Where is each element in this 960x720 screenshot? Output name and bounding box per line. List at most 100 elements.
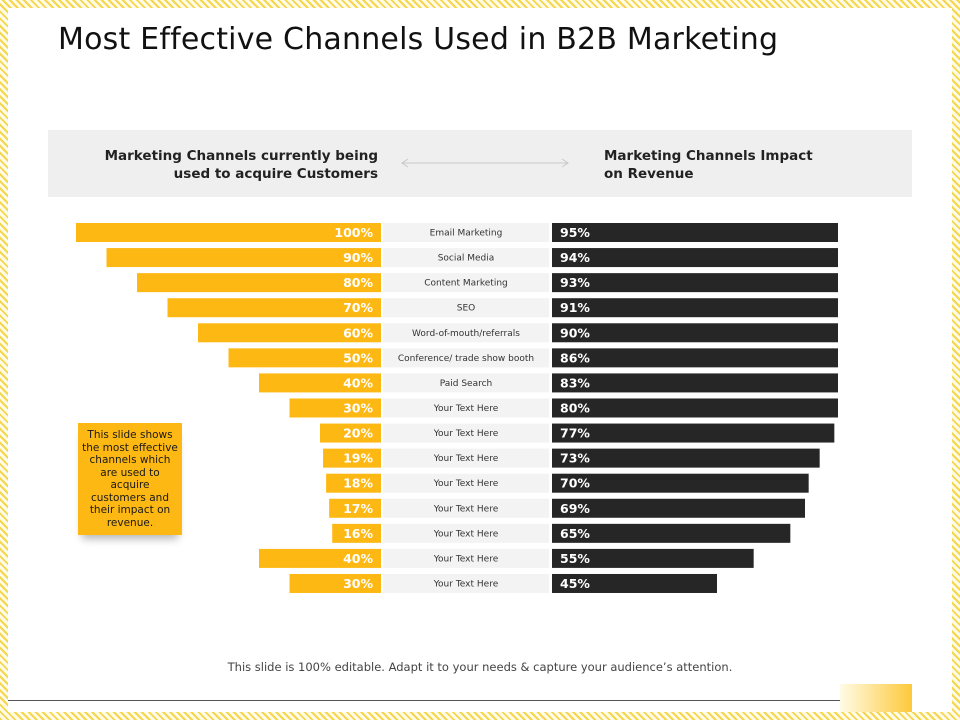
acquire-bar [323,448,381,468]
acquire-value-label: 60% [343,325,373,340]
category-label: Your Text Here [433,454,499,464]
category-label: Paid Search [440,379,493,389]
category-label: Content Marketing [424,279,508,289]
revenue-value-label: 93% [560,275,590,290]
category-label: Word-of-mouth/referrals [412,329,520,339]
acquire-bar [259,548,381,568]
acquire-value-label: 30% [343,576,373,591]
acquire-value-label: 80% [343,275,373,290]
category-cell [383,373,549,393]
revenue-bar [552,573,717,593]
footer-divider [8,700,840,701]
category-label: Your Text Here [433,479,499,489]
acquire-value-label: 20% [343,426,373,441]
revenue-bar [552,423,835,443]
revenue-value-label: 91% [560,300,590,315]
footer-text: This slide is 100% editable. Adapt it to… [227,660,733,674]
category-label: Your Text Here [433,554,499,564]
acquire-bar [167,298,381,318]
footer-accent [840,684,912,712]
category-label: Conference/ trade show booth [398,354,534,364]
acquire-header-line-2: used to acquire Customers [173,166,378,182]
revenue-value-label: 94% [560,250,590,265]
revenue-value-label: 69% [560,501,590,516]
revenue-bar [552,273,838,293]
acquire-bar [320,423,381,443]
category-label: Your Text Here [433,429,499,439]
category-label: Email Marketing [430,229,503,239]
category-cell [383,448,549,468]
revenue-value-label: 73% [560,451,590,466]
acquire-bar [289,398,381,418]
revenue-value-label: 45% [560,576,590,591]
acquire-value-label: 18% [343,476,373,491]
revenue-bar [552,248,838,268]
revenue-bar [552,523,791,543]
acquire-value-label: 17% [343,501,373,516]
acquire-value-label: 100% [334,225,373,240]
revenue-bar [552,223,838,242]
acquire-bar [326,473,381,493]
category-label: Your Text Here [433,504,499,514]
revenue-value-label: 80% [560,400,590,415]
acquire-value-label: 50% [343,350,373,365]
slide: Most Effective Channels Used in B2B Mark… [8,8,952,712]
slide-title: Most Effective Channels Used in B2B Mark… [58,22,779,57]
revenue-value-label: 86% [560,350,590,365]
revenue-bar [552,473,809,493]
acquire-bar [228,348,381,368]
revenue-value-label: 95% [560,225,590,240]
revenue-bar [552,373,838,393]
acquire-bar [289,573,381,593]
acquire-header-line-1: Marketing Channels currently being [104,148,378,164]
category-cell [383,548,549,568]
category-cell [383,573,549,593]
acquire-value-label: 19% [343,451,373,466]
category-label: Your Text Here [433,404,499,414]
acquire-value-label: 16% [343,526,373,541]
acquire-column-header: Marketing Channels currently being used … [88,147,378,183]
revenue-value-label: 55% [560,551,590,566]
acquire-value-label: 70% [343,300,373,315]
revenue-value-label: 65% [560,526,590,541]
acquire-bar [76,223,381,242]
category-cell [383,273,549,293]
acquire-bar [332,523,381,543]
acquire-value-label: 40% [343,551,373,566]
category-label: Your Text Here [433,579,499,589]
revenue-value-label: 90% [560,325,590,340]
category-label: Your Text Here [433,529,499,539]
acquire-value-label: 30% [343,400,373,415]
category-cell [383,248,549,268]
revenue-column-header: Marketing Channels Impact on Revenue [604,147,844,183]
category-label: SEO [457,304,475,314]
category-cell [383,423,549,443]
revenue-bar [552,498,805,518]
revenue-bar [552,448,820,468]
note-text: This slide shows the most effective chan… [82,429,178,529]
acquire-bar [329,498,381,518]
category-cell [383,348,549,368]
acquire-value-label: 90% [343,250,373,265]
category-cell [383,323,549,343]
category-label: Social Media [438,254,495,264]
revenue-value-label: 77% [560,426,590,441]
acquire-bar [106,248,381,268]
double-arrow-icon [401,158,569,168]
revenue-bar [552,398,838,418]
revenue-header-line-1: Marketing Channels Impact [604,148,813,164]
category-cell [383,398,549,418]
acquire-bar [137,273,381,293]
revenue-header-line-2: on Revenue [604,166,694,182]
acquire-value-label: 40% [343,375,373,390]
category-cell [383,298,549,318]
revenue-bar [552,298,838,318]
revenue-bar [552,348,838,368]
note-callout: This slide shows the most effective chan… [78,423,182,535]
acquire-bar [259,373,381,393]
category-cell [383,523,549,543]
revenue-bar [552,323,838,343]
revenue-value-label: 83% [560,375,590,390]
category-cell [383,473,549,493]
category-cell [383,223,549,242]
